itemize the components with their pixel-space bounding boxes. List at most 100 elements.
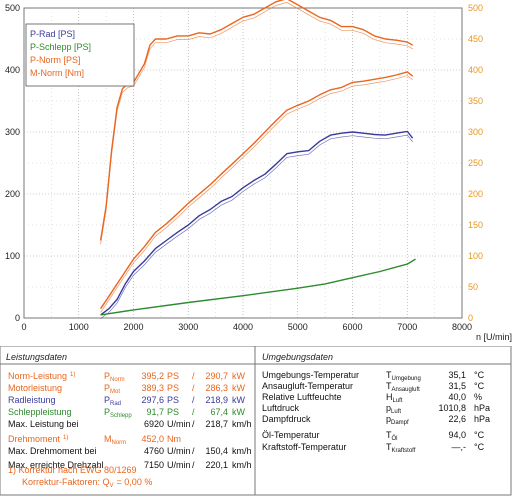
row-unit-1: PS: [167, 383, 179, 393]
right-table-row: Kraftstoff-Temperatur TKraftstoff —,- °C: [262, 442, 485, 454]
row-label: Norm-Leistung 1): [8, 371, 75, 381]
row-value-1: 4760: [144, 446, 164, 456]
row-value-1: 91,7: [146, 407, 164, 417]
row-value-1: 297,6: [141, 395, 164, 405]
series-line: [100, 71, 414, 310]
x-axis-label: n [U/min]: [476, 332, 512, 342]
right-table-row: Öl-Temperatur TÖl 94,0 °C: [262, 430, 485, 442]
right-table-rows: Umgebungs-Temperatur TUmgebung 35,1 °CAnsau…: [262, 370, 490, 454]
row-label: Motorleistung: [8, 383, 62, 393]
row-value-1: 452,0: [141, 434, 164, 444]
y-tick-label-right: 500: [468, 3, 483, 13]
row-label: Dampfdruck: [262, 414, 311, 424]
x-tick-label: 0: [21, 322, 26, 332]
y-tick-label-right: 200: [468, 189, 483, 199]
legend-entry: P-Rad [PS]: [30, 29, 75, 39]
row-unit: °C: [474, 442, 485, 452]
left-table-row: Drehmoment 1) MNorm 452,0 Nm: [8, 434, 181, 446]
row-value-2: 218,9: [205, 395, 228, 405]
row-symbol: TKraftstoff: [386, 442, 416, 454]
row-label: Kraftstoff-Temperatur: [262, 442, 346, 452]
row-value-2: 218,7: [205, 419, 228, 429]
y-tick-label-left: 500: [5, 3, 20, 13]
row-value: 40,0: [448, 392, 466, 402]
y-tick-label-left: 0: [15, 313, 20, 323]
y-tick-label-right: 0: [468, 313, 473, 323]
row-unit-1: PS: [167, 371, 179, 381]
dyno-chart: 0 1000 2000 3000 4000 5000 6000 7000 80000100200…: [5, 0, 512, 342]
row-label: Öl-Temperatur: [262, 430, 320, 440]
row-label: Max. Leistung bei: [8, 419, 79, 429]
y-tick-label-left: 400: [5, 65, 20, 75]
left-table-title: Leistungsdaten: [6, 352, 67, 362]
row-value-1: 389,3: [141, 383, 164, 393]
row-unit-1: Nm: [167, 434, 181, 444]
y-tick-label-right: 50: [468, 282, 478, 292]
x-tick-label: 8000: [452, 322, 472, 332]
chart-legend: P-Rad [PS] P-Schlepp [PS] P-Norm [PS] M-Nor…: [25, 23, 135, 87]
row-separator: /: [192, 383, 195, 393]
footnote-1: 1) Korrektur nach EWG 80/1269: [8, 465, 137, 475]
x-tick-label: 1000: [69, 322, 89, 332]
y-tick-label-left: 300: [5, 127, 20, 137]
row-value-2: 150,4: [205, 446, 228, 456]
row-unit-1: PS: [167, 395, 179, 405]
legend-box: [25, 23, 135, 87]
row-separator: /: [192, 446, 195, 456]
x-tick-label: 2000: [123, 322, 143, 332]
row-unit-2: km/h: [232, 419, 252, 429]
row-unit-1: U/min: [167, 419, 191, 429]
row-value: —,-: [452, 442, 467, 452]
row-label: Ansaugluft-Temperatur: [262, 381, 353, 391]
row-unit-2: kW: [232, 407, 246, 417]
row-label: Drehmoment 1): [8, 434, 68, 444]
x-tick-label: 7000: [397, 322, 417, 332]
row-value-1: 6920: [144, 419, 164, 429]
series-line-secondary: [100, 2, 413, 245]
legend-entry: P-Norm [PS]: [30, 55, 81, 65]
row-value: 1010,8: [438, 403, 466, 413]
row-unit-2: kW: [232, 371, 246, 381]
x-tick-label: 5000: [288, 322, 308, 332]
row-symbol: TÖl: [386, 430, 398, 442]
row-unit: °C: [474, 381, 485, 391]
y-tick-label-right: 400: [468, 65, 483, 75]
row-value-2: 286,3: [205, 383, 228, 393]
row-unit-2: kW: [232, 395, 246, 405]
y-tick-label-right: 300: [468, 127, 483, 137]
row-unit-1: U/min: [167, 460, 191, 470]
row-label: Radleistung: [8, 395, 56, 405]
row-value-2: 67,4: [210, 407, 228, 417]
y-tick-label-right: 350: [468, 96, 483, 106]
x-tick-label: 6000: [342, 322, 362, 332]
row-unit-2: kW: [232, 383, 246, 393]
row-symbol: MNorm: [104, 434, 126, 446]
row-unit-1: PS: [167, 407, 179, 417]
y-tick-label-right: 250: [468, 158, 483, 168]
x-tick-label: 3000: [178, 322, 198, 332]
row-label: Max. erreichte Drehzahl: [8, 460, 104, 470]
row-value-1: 395,2: [141, 371, 164, 381]
footnote-2: Korrektur-Faktoren: QV = 0,00 %: [22, 477, 152, 489]
row-label: Umgebungs-Temperatur: [262, 370, 359, 380]
data-tables: Leistungsdaten Umgebungsdaten Norm-Leist…: [0, 346, 512, 496]
row-unit: %: [474, 392, 482, 402]
row-symbol: PRad: [104, 395, 121, 407]
row-separator: /: [192, 395, 195, 405]
left-table-row: Norm-Leistung 1) PNorm 395,2 PS / 290,7 kW: [8, 371, 246, 383]
y-tick-label-right: 450: [468, 34, 483, 44]
series-line: [100, 258, 416, 316]
right-table-title: Umgebungsdaten: [262, 352, 333, 362]
y-tick-label-left: 200: [5, 189, 20, 199]
row-separator: /: [192, 407, 195, 417]
row-symbol: PNorm: [104, 371, 125, 383]
row-label: Schleppleistung: [8, 407, 72, 417]
y-tick-label-right: 150: [468, 220, 483, 230]
left-table-row: Schleppleistung PSchlepp 91,7 PS / 67,4 kW: [8, 407, 246, 419]
left-table-row: Radleistung PRad 297,6 PS / 218,9 kW: [8, 395, 246, 407]
row-unit: hPa: [474, 403, 490, 413]
row-value-1: 7150: [144, 460, 164, 470]
row-value: 31,5: [448, 381, 466, 391]
row-label: Max. Drehmoment bei: [8, 446, 97, 456]
legend-entry: M-Norm [Nm]: [30, 68, 84, 78]
